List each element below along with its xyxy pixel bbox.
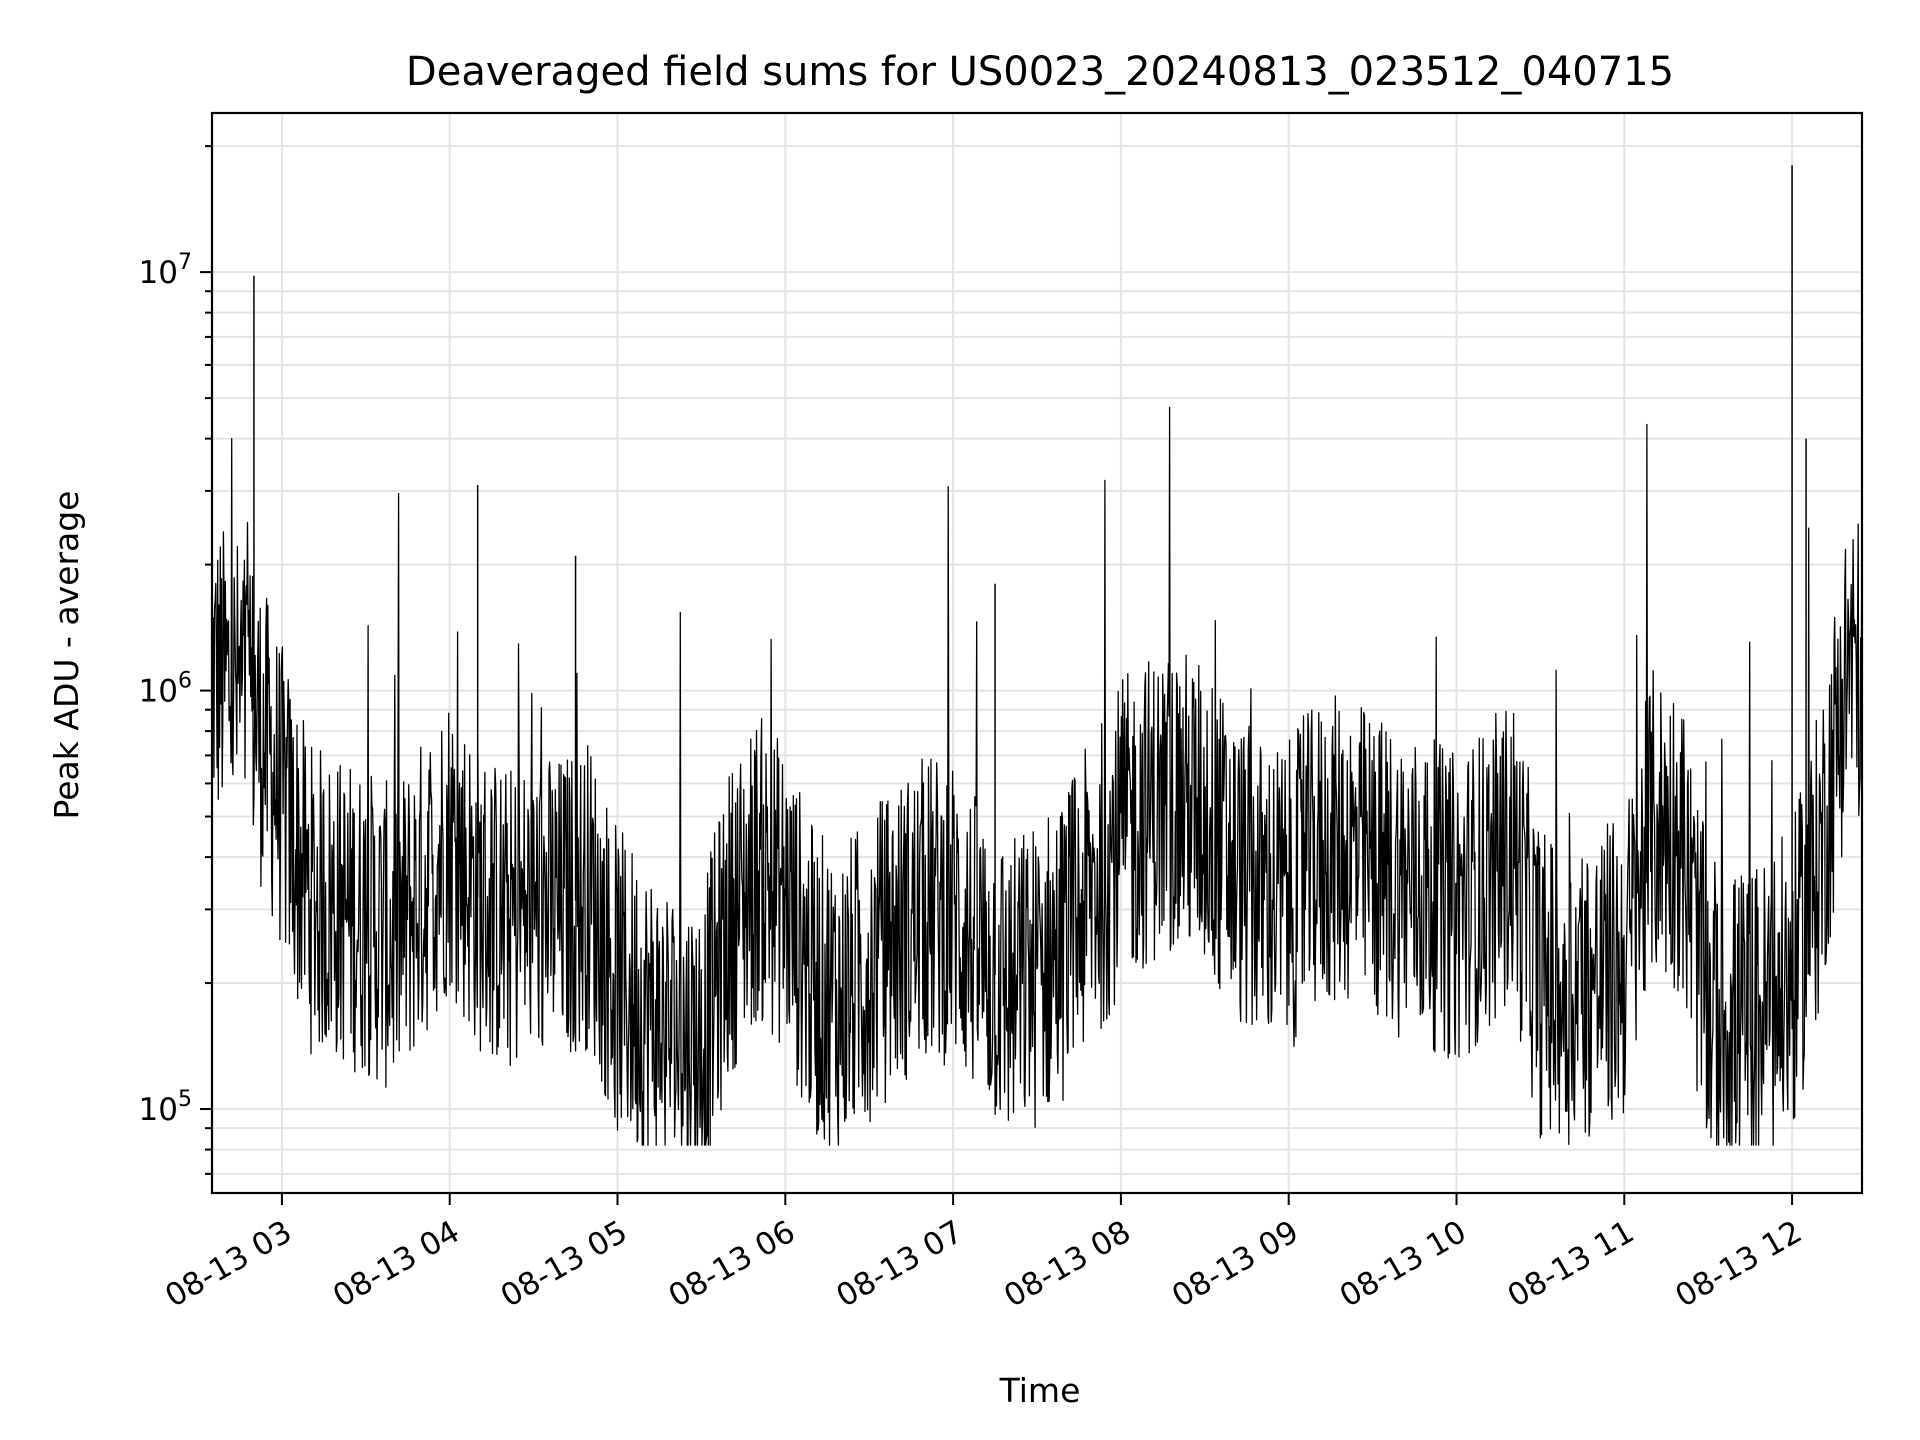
x-tick-label: 08-13 09	[1166, 1214, 1305, 1315]
x-tick-label: 08-13 08	[998, 1214, 1137, 1315]
x-tick-label: 08-13 07	[830, 1214, 969, 1315]
series-line	[211, 406, 1863, 1146]
x-tick-label: 08-13 10	[1334, 1214, 1473, 1315]
x-tick-label: 08-13 12	[1669, 1214, 1808, 1315]
x-tick-label: 08-13 11	[1502, 1214, 1641, 1315]
x-tick-label: 08-13 04	[327, 1214, 466, 1315]
y-axis-title: Peak ADU - average	[47, 491, 86, 820]
y-tick-label: 107	[139, 250, 192, 291]
chart-title: Deaveraged field sums for US0023_2024081…	[406, 49, 1674, 95]
x-tick-label: 08-13 05	[495, 1214, 634, 1315]
x-axis-title: Time	[999, 1371, 1081, 1410]
plot-area	[211, 165, 1863, 1146]
y-tick-label: 105	[139, 1087, 192, 1128]
y-tick-label: 106	[139, 669, 192, 710]
x-tick-label: 08-13 03	[159, 1214, 298, 1315]
x-tick-label: 08-13 06	[663, 1214, 802, 1315]
plot-frame	[210, 111, 1864, 1195]
